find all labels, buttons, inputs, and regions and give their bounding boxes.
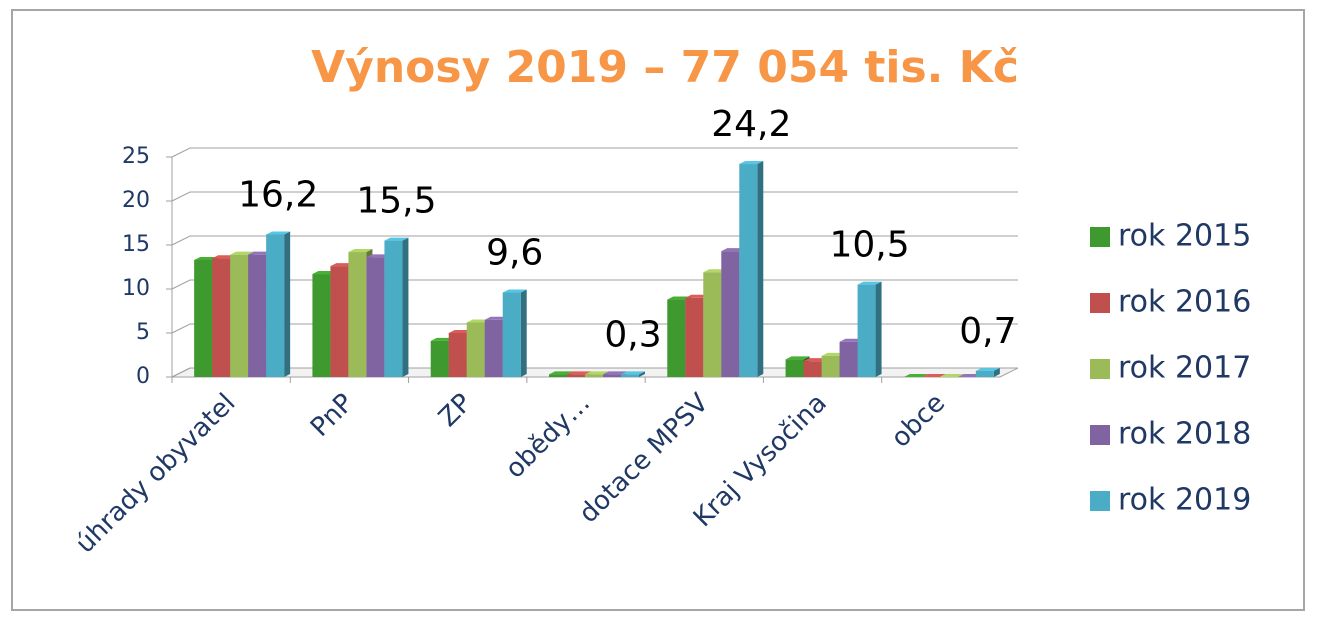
bar-side [284,231,291,377]
bar-front [721,251,740,377]
bar-side [402,237,409,377]
bar-front [366,257,385,377]
legend-label: rok 2018 [1118,417,1251,452]
bar-top [567,371,591,375]
bar [903,374,928,377]
bar [621,371,645,377]
bar-top [585,371,609,375]
bar-side [757,161,764,377]
bar-front [839,341,858,377]
y-tick-label: 10 [122,276,150,301]
data-label: 0,3 [604,314,661,355]
bar-front [330,266,349,377]
bar-front [585,374,603,377]
bar-front [484,319,503,377]
y-tick-label: 5 [136,320,150,345]
bar-front [685,297,704,377]
y-tick-label: 0 [136,364,150,389]
data-label: 10,5 [829,225,909,266]
bar-top [903,374,928,377]
bar [739,161,764,377]
bar-top [857,281,882,285]
bar-front [821,355,840,377]
legend-label: rok 2015 [1118,219,1251,254]
bar-front [266,234,285,377]
bar-top [603,371,627,375]
bar-front [857,284,876,377]
legend-label: rok 2019 [1118,483,1251,518]
bar [939,374,964,377]
bar-front [785,359,804,377]
bar-top [549,371,573,375]
bar-front [703,272,722,377]
data-label: 0,7 [959,311,1016,352]
bar-front [739,164,758,377]
legend-swatch [1090,359,1110,379]
bar-front [667,299,686,377]
bar [384,237,409,377]
bar-top [230,251,255,255]
bar-top [739,161,764,165]
bar-top [384,237,409,241]
legend-swatch [1090,227,1110,247]
bar-side [639,371,645,377]
bar-side [875,281,882,377]
bar-front [803,361,822,377]
bar-front [312,274,331,377]
bar-front [621,374,639,377]
bar-front [549,374,567,377]
bar [921,374,946,377]
chart-title: Výnosy 2019 – 77 054 tis. Kč [311,42,1019,93]
legend-label: rok 2016 [1118,285,1251,320]
bar-side [993,367,1000,377]
y-tick-label: 15 [122,232,150,257]
bar-top [921,374,946,377]
bar-top [348,249,373,253]
y-tick-label: 20 [122,188,150,213]
bar-front [502,292,521,377]
y-tick-label: 25 [122,144,150,169]
bar-front [212,258,231,377]
legend-swatch [1090,293,1110,313]
bar-side [520,289,527,377]
bar [857,281,882,377]
bar-front [466,322,485,377]
bar-top [939,374,964,377]
bar-top [785,356,810,360]
legend-swatch [1090,491,1110,511]
bar [502,289,527,377]
bar-front [194,259,213,377]
bar-front [567,374,585,377]
bar-front [603,374,621,377]
bar [975,367,1000,377]
bar-front [448,333,467,377]
grid-line [171,147,1018,158]
data-label: 16,2 [238,174,318,215]
bar-top [975,367,1000,371]
data-label: 9,6 [486,233,543,274]
bar-top [621,371,645,375]
bar-front [230,254,249,377]
bar-front [975,370,994,377]
data-label: 15,5 [356,181,436,222]
bar-front [384,240,403,377]
legend-label: rok 2017 [1118,351,1251,386]
bar-front [248,254,267,377]
legend-swatch [1090,425,1110,445]
bar [266,231,291,377]
bar-top [502,289,527,293]
bar-front [348,252,367,377]
bar-top [266,231,291,235]
data-label: 24,2 [711,104,791,145]
bar-front [430,340,449,377]
